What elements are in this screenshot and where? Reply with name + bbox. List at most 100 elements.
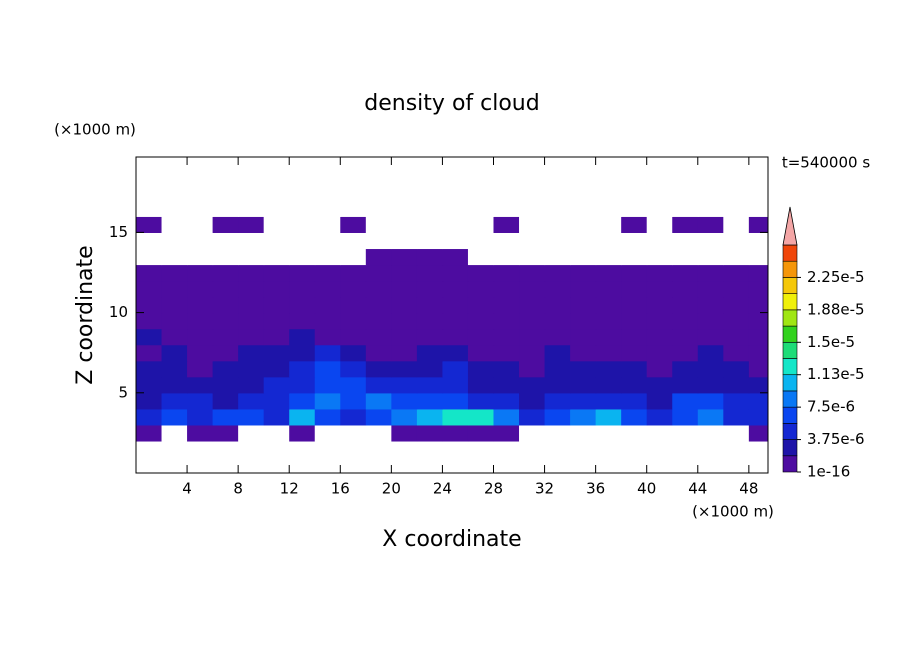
cell xyxy=(672,392,699,410)
cell xyxy=(544,216,571,233)
cell xyxy=(621,216,648,233)
cell xyxy=(263,376,290,394)
cell xyxy=(646,312,673,330)
cell xyxy=(238,216,265,233)
cell xyxy=(314,184,341,201)
cell xyxy=(212,424,239,442)
cell xyxy=(187,440,214,458)
cell xyxy=(467,157,495,169)
cell xyxy=(289,232,316,250)
cell xyxy=(212,248,239,266)
cell xyxy=(314,216,341,233)
cell xyxy=(646,392,673,410)
cell xyxy=(442,168,469,185)
cell xyxy=(467,200,495,217)
cell xyxy=(416,424,444,442)
cell xyxy=(672,168,699,185)
cell xyxy=(187,184,214,201)
cell xyxy=(646,328,673,346)
colorbar-box xyxy=(782,406,798,424)
cell xyxy=(212,456,239,473)
cell xyxy=(365,232,392,250)
cell xyxy=(570,200,597,217)
cell xyxy=(672,312,699,330)
cell xyxy=(238,200,265,217)
cell xyxy=(723,392,750,410)
cell xyxy=(595,424,622,442)
colorbar-box xyxy=(782,277,798,294)
cell xyxy=(621,360,648,378)
cell xyxy=(314,168,341,185)
cell xyxy=(723,456,750,473)
cell xyxy=(672,376,699,394)
cell xyxy=(340,328,367,346)
cell xyxy=(391,157,418,169)
cell xyxy=(238,232,265,250)
cell xyxy=(340,344,367,362)
cell xyxy=(340,376,367,394)
cell xyxy=(289,184,316,201)
cell xyxy=(621,408,648,426)
cell xyxy=(672,328,699,346)
cell xyxy=(697,328,724,346)
cell xyxy=(442,440,469,458)
cell xyxy=(289,344,316,362)
cell xyxy=(570,216,597,233)
cell xyxy=(697,456,724,473)
cell xyxy=(748,184,768,201)
cell xyxy=(365,157,392,169)
cell xyxy=(416,360,444,378)
cell xyxy=(238,157,265,169)
cell xyxy=(544,392,571,410)
cell xyxy=(136,248,163,266)
cell xyxy=(289,264,316,282)
cell xyxy=(493,216,520,233)
cell xyxy=(212,200,239,217)
cell xyxy=(365,344,392,362)
x-tick-label: 20 xyxy=(382,480,401,498)
cell xyxy=(748,248,768,266)
cell xyxy=(646,168,673,185)
cell xyxy=(723,360,750,378)
cell xyxy=(519,312,546,330)
cell xyxy=(391,344,418,362)
cell xyxy=(697,200,724,217)
cell xyxy=(595,248,622,266)
cell xyxy=(570,392,597,410)
cell xyxy=(544,456,571,473)
cell xyxy=(238,376,265,394)
cell xyxy=(570,456,597,473)
cell xyxy=(212,296,239,314)
cell xyxy=(314,248,341,266)
cell xyxy=(467,440,495,458)
cell xyxy=(416,344,444,362)
cell xyxy=(136,376,163,394)
cell xyxy=(672,360,699,378)
cell xyxy=(646,264,673,282)
colorbar-box xyxy=(782,260,798,278)
cell xyxy=(365,168,392,185)
cell xyxy=(136,312,163,330)
cell xyxy=(212,168,239,185)
cell xyxy=(672,200,699,217)
cell xyxy=(697,280,724,298)
cell xyxy=(391,280,418,298)
cell xyxy=(340,216,367,233)
colorbar-box xyxy=(782,358,798,376)
cell xyxy=(340,312,367,330)
cell xyxy=(570,312,597,330)
cell xyxy=(519,280,546,298)
x-tick-label: 12 xyxy=(280,480,299,498)
cell xyxy=(314,424,341,442)
cell xyxy=(697,392,724,410)
cell xyxy=(595,184,622,201)
contour-field xyxy=(136,157,768,473)
cell xyxy=(697,216,724,233)
cell xyxy=(621,200,648,217)
cell xyxy=(646,376,673,394)
cell xyxy=(570,344,597,362)
cell xyxy=(493,360,520,378)
cell xyxy=(442,296,469,314)
cell xyxy=(238,456,265,473)
cell xyxy=(748,440,768,458)
